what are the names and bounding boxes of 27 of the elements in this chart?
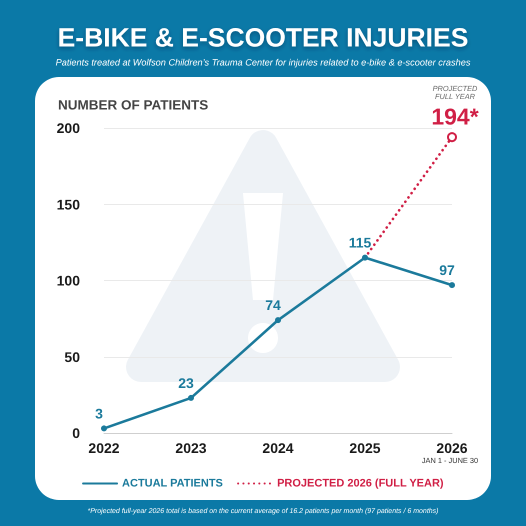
- x-tick-label: 2022: [88, 440, 120, 456]
- y-tick-label: 200: [56, 120, 80, 136]
- y-axis-title: NUMBER OF PATIENTS: [58, 98, 208, 112]
- point: [101, 425, 107, 432]
- y-tick-label: 0: [72, 425, 80, 441]
- legend-label: ACTUAL PATIENTS: [122, 478, 223, 490]
- point: [447, 132, 457, 142]
- data-label: 23: [178, 374, 194, 391]
- point: [275, 317, 281, 324]
- data-label: 97: [439, 262, 455, 278]
- x-tick-label: 2025: [349, 440, 381, 456]
- legend-label: PROJECTED 2026 (FULL YEAR): [277, 478, 444, 490]
- x-tick-label: 2023: [175, 440, 207, 456]
- y-tick-label: 100: [56, 272, 80, 288]
- point: [362, 254, 368, 261]
- x-tick-label: 2024: [262, 440, 294, 456]
- point: [449, 282, 455, 288]
- y-tick-label: 150: [56, 196, 80, 212]
- data-label: 74: [265, 297, 281, 314]
- data-label: 115: [348, 234, 372, 251]
- chart-subtitle: Patients treated at Wolfson Children’s Trauma Center for injuries related to e-bike & e-scooter crashes: [56, 58, 471, 68]
- data-label: 194*: [431, 104, 479, 130]
- x-tick-label: 2026: [436, 440, 468, 456]
- chart-title: E-BIKE & E-SCOOTER INJURIES: [58, 22, 468, 52]
- point: [188, 394, 194, 401]
- data-label: 3: [95, 405, 104, 422]
- y-tick-label: 50: [64, 348, 80, 365]
